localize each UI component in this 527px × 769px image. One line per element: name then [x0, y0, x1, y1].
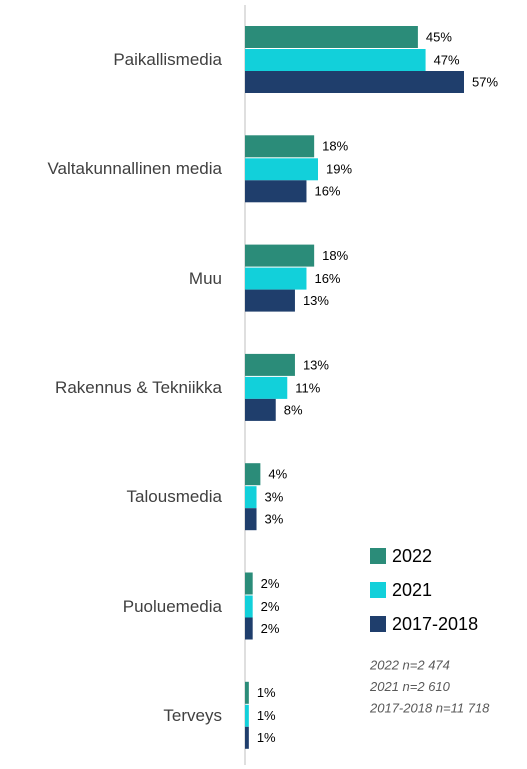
note: 2022 n=2 474 [369, 657, 450, 672]
legend-swatch [370, 548, 386, 564]
bar [245, 71, 464, 93]
note: 2017-2018 n=11 718 [369, 700, 490, 715]
category-label: Valtakunnallinen media [47, 159, 222, 179]
bar [245, 49, 426, 71]
bar [245, 135, 315, 158]
bar [245, 572, 253, 595]
category-label: Puoluemedia [122, 596, 222, 616]
bar [245, 267, 307, 290]
value-label: 3% [265, 512, 284, 527]
bar [245, 486, 257, 509]
value-label: 45% [426, 29, 452, 44]
note: 2021 n=2 610 [369, 679, 451, 694]
category-label: Muu [188, 268, 222, 288]
bar [245, 398, 276, 421]
bar [245, 508, 257, 531]
legend-swatch [370, 582, 386, 598]
value-label: 11% [295, 380, 320, 395]
value-label: 3% [265, 490, 284, 505]
category-label: Talousmedia [126, 487, 222, 507]
value-label: 2% [261, 599, 280, 614]
category-label: Paikallismedia [113, 50, 222, 69]
category-label: Rakennus & Tekniikka [55, 377, 222, 397]
bar [245, 463, 261, 486]
value-label: 13% [303, 293, 329, 308]
bar [245, 704, 249, 727]
value-label: 18% [322, 248, 348, 263]
bar [245, 180, 307, 203]
value-label: 18% [322, 139, 348, 154]
value-label: 1% [257, 730, 276, 745]
value-label: 57% [472, 74, 498, 89]
bar [245, 617, 253, 640]
legend-swatch [370, 616, 386, 632]
value-label: 4% [268, 467, 287, 482]
value-label: 1% [257, 685, 276, 700]
bar [245, 289, 295, 312]
value-label: 47% [434, 52, 460, 67]
value-label: 19% [326, 162, 352, 177]
bar [245, 595, 253, 618]
bar [245, 376, 288, 399]
legend-label: 2017-2018 [392, 614, 478, 634]
value-label: 1% [257, 708, 276, 723]
value-label: 16% [314, 271, 340, 286]
value-label: 2% [261, 621, 280, 636]
legend-label: 2022 [392, 546, 432, 566]
bar [245, 158, 318, 181]
legend-label: 2021 [392, 580, 432, 600]
category-label: Terveys [163, 705, 222, 725]
value-label: 2% [261, 576, 280, 591]
bar [245, 726, 249, 749]
bar [245, 681, 249, 704]
bar [245, 244, 315, 267]
bar [245, 26, 418, 48]
value-label: 16% [314, 184, 340, 199]
value-label: 8% [284, 402, 303, 417]
bar [245, 353, 295, 376]
value-label: 13% [303, 357, 329, 372]
